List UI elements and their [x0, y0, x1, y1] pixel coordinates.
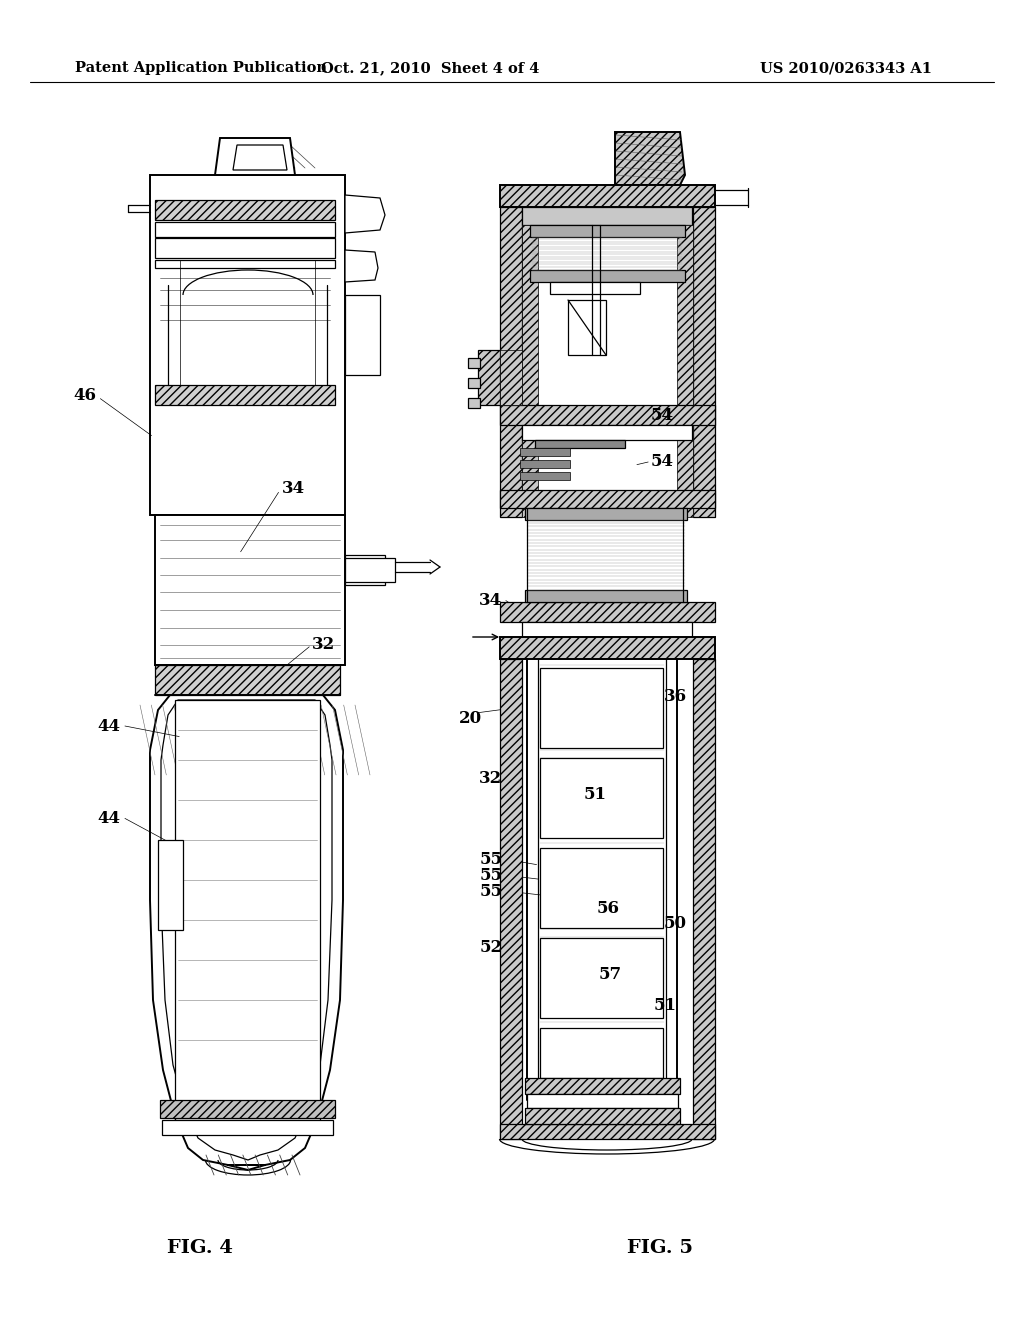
- Bar: [150, 176, 345, 515]
- Bar: [522, 425, 692, 440]
- Text: 52: 52: [479, 940, 503, 956]
- Bar: [345, 294, 380, 375]
- Bar: [155, 238, 335, 257]
- Bar: [500, 602, 715, 622]
- Text: US 2010/0263343 A1: US 2010/0263343 A1: [760, 61, 932, 75]
- Bar: [525, 1107, 680, 1125]
- Text: 55: 55: [479, 867, 502, 883]
- Bar: [468, 399, 480, 408]
- Bar: [522, 224, 538, 517]
- Bar: [568, 300, 606, 355]
- Bar: [520, 447, 570, 455]
- Bar: [155, 385, 335, 405]
- Bar: [525, 590, 687, 602]
- Polygon shape: [345, 249, 378, 282]
- Bar: [540, 1028, 663, 1078]
- Text: 32: 32: [312, 636, 336, 652]
- Bar: [155, 201, 335, 220]
- Polygon shape: [150, 696, 343, 1170]
- Bar: [500, 638, 715, 659]
- Text: 54: 54: [650, 408, 673, 424]
- Text: Patent Application Publication: Patent Application Publication: [75, 61, 327, 75]
- Text: 51: 51: [584, 787, 606, 803]
- Bar: [500, 350, 522, 405]
- Bar: [155, 222, 335, 238]
- Text: 34: 34: [282, 480, 305, 496]
- Text: 34: 34: [479, 593, 503, 609]
- Bar: [535, 440, 625, 447]
- Text: 36: 36: [664, 689, 687, 705]
- Bar: [158, 840, 183, 931]
- Text: 20: 20: [459, 710, 482, 726]
- Polygon shape: [215, 139, 295, 176]
- Bar: [522, 622, 692, 638]
- Bar: [160, 1100, 335, 1118]
- Text: 55: 55: [479, 851, 502, 867]
- Polygon shape: [345, 195, 385, 234]
- Bar: [527, 1094, 678, 1107]
- Text: 57: 57: [599, 966, 623, 982]
- Polygon shape: [161, 700, 332, 1160]
- Bar: [525, 508, 687, 520]
- Bar: [677, 224, 693, 517]
- Bar: [155, 515, 345, 665]
- Text: FIG. 4: FIG. 4: [167, 1239, 232, 1257]
- Text: Oct. 21, 2010  Sheet 4 of 4: Oct. 21, 2010 Sheet 4 of 4: [321, 61, 540, 75]
- Bar: [550, 282, 640, 294]
- Bar: [345, 554, 385, 585]
- Bar: [693, 659, 715, 1139]
- Bar: [468, 358, 480, 368]
- Bar: [540, 847, 663, 928]
- Bar: [522, 207, 692, 224]
- Bar: [500, 1125, 715, 1139]
- Bar: [175, 700, 319, 1119]
- Bar: [155, 260, 335, 268]
- Bar: [500, 185, 715, 207]
- Bar: [530, 224, 685, 238]
- Bar: [500, 405, 715, 425]
- Bar: [540, 668, 663, 748]
- Text: 44: 44: [97, 810, 120, 826]
- Bar: [345, 558, 395, 582]
- Polygon shape: [615, 132, 685, 185]
- Bar: [500, 490, 715, 508]
- Bar: [162, 1119, 333, 1135]
- Bar: [478, 350, 500, 405]
- Text: 51: 51: [653, 998, 676, 1014]
- Bar: [500, 207, 522, 517]
- Text: 32: 32: [479, 771, 503, 787]
- Bar: [500, 659, 522, 1139]
- Polygon shape: [233, 145, 287, 170]
- Bar: [525, 1078, 680, 1094]
- Bar: [520, 459, 570, 469]
- Text: 46: 46: [74, 388, 96, 404]
- Bar: [520, 473, 570, 480]
- Bar: [540, 939, 663, 1018]
- Bar: [468, 378, 480, 388]
- Text: 44: 44: [97, 718, 120, 734]
- Text: FIG. 5: FIG. 5: [627, 1239, 693, 1257]
- Bar: [540, 758, 663, 838]
- Text: 56: 56: [597, 900, 620, 916]
- Text: 50: 50: [664, 916, 686, 932]
- Bar: [155, 665, 340, 696]
- Text: 54: 54: [650, 454, 673, 470]
- Bar: [530, 271, 685, 282]
- Text: 55: 55: [479, 883, 502, 899]
- Bar: [693, 207, 715, 517]
